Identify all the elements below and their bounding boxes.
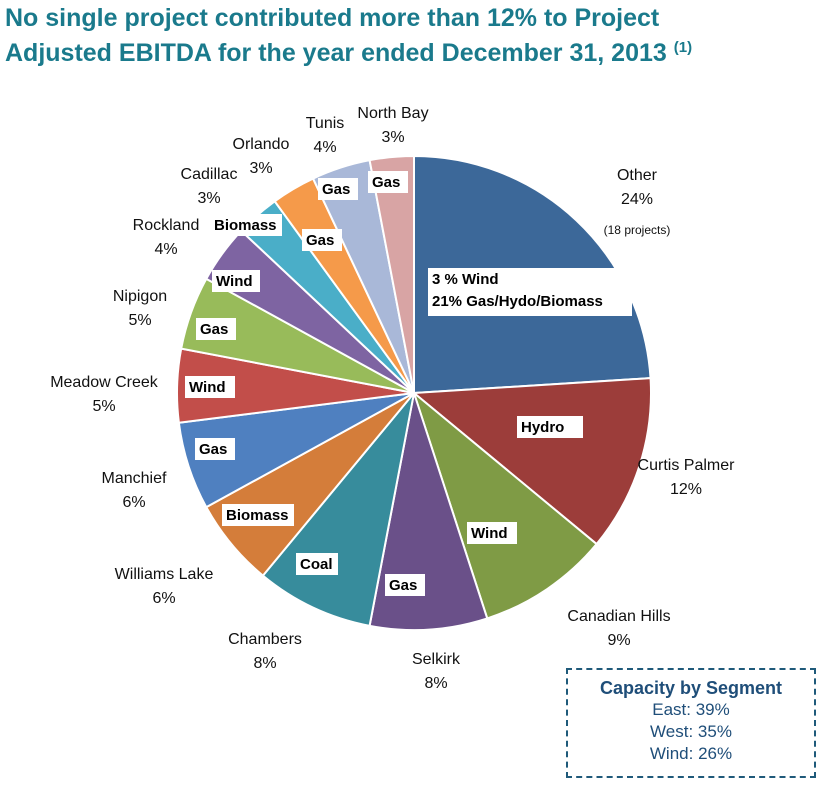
slice-tag-chambers: Coal <box>300 556 333 573</box>
chart-title-line-2: Adjusted EBITDA for the year ended Decem… <box>5 33 815 68</box>
title-footnote: (1) <box>673 39 693 56</box>
slice-label-other: Other <box>617 167 658 184</box>
chart-title-line-2-text: Adjusted EBITDA for the year ended Decem… <box>5 39 667 67</box>
pie-slice-selkirk <box>368 392 489 631</box>
slice-tag-box-orlando <box>302 229 342 251</box>
slice-percent-other: 24% <box>621 191 653 208</box>
capacity-item-east: East: 39% <box>652 700 730 719</box>
capacity-by-segment-box: Capacity by Segment East: 39% West: 35% … <box>566 668 816 778</box>
slice-tag-other-1: 3 % Wind <box>432 271 499 288</box>
chart-title-line-1: No single project contributed more than … <box>5 4 660 32</box>
slice-tag-other-2: 21% Gas/Hydo/Biomass <box>432 293 603 310</box>
slice-tag-box-rockland <box>212 270 260 292</box>
slice-percent-chambers: 8% <box>253 655 276 672</box>
slice-tag-box-tunis <box>318 178 358 200</box>
slice-labels: Other 24% (18 projects) Curtis Palmer 12% Can… <box>50 105 735 692</box>
slice-tag-box-chambers <box>296 553 338 575</box>
pie-slice-north-bay <box>368 154 415 394</box>
slice-tag-box-williams-lake <box>222 504 294 526</box>
slice-percent-curtis-palmer: 12% <box>670 481 702 498</box>
slice-tag-box-cadillac <box>210 214 282 236</box>
slice-tag-box-nipigon <box>196 318 236 340</box>
slice-percent-tunis: 4% <box>313 139 336 156</box>
slice-percent-orlando: 3% <box>249 160 272 177</box>
slice-label-manchief: Manchief <box>102 470 167 487</box>
pie-slice-canadian-hills <box>411 390 599 620</box>
slice-tag-meadow-creek: Wind <box>189 379 226 396</box>
slice-label-meadow-creek: Meadow Creek <box>50 374 159 391</box>
slice-percent-meadow-creek: 5% <box>92 398 115 415</box>
slice-tag-box-other <box>428 268 632 316</box>
slice-label-north-bay: North Bay <box>357 105 428 122</box>
slice-tag-curtis-palmer: Hydro <box>521 419 564 436</box>
slice-tag-box-north-bay <box>368 171 408 193</box>
slice-tag-manchief: Gas <box>199 441 227 458</box>
slice-tag-cadillac: Biomass <box>214 217 277 234</box>
slice-tag-box-manchief <box>195 438 235 460</box>
slice-tag-canadian-hills: Wind <box>471 525 508 542</box>
slice-percent-selkirk: 8% <box>424 675 447 692</box>
slice-percent-north-bay: 3% <box>381 129 404 146</box>
slice-label-orlando: Orlando <box>233 136 290 153</box>
slice-tag-north-bay: Gas <box>372 174 400 191</box>
slice-label-chambers: Chambers <box>228 631 302 648</box>
capacity-item-west: West: 35% <box>650 722 732 741</box>
capacity-item-wind: Wind: 26% <box>649 744 733 763</box>
slice-label-canadian-hills: Canadian Hills <box>567 608 670 625</box>
slice-tag-box-curtis-palmer <box>517 416 583 438</box>
chart-title: No single project contributed more than … <box>5 4 815 68</box>
capacity-box-title: Capacity by Segment <box>599 678 783 698</box>
slice-note-other: (18 projects) <box>604 223 671 237</box>
slice-label-curtis-palmer: Curtis Palmer <box>638 457 736 474</box>
slice-label-rockland: Rockland <box>133 217 200 234</box>
slice-tag-tunis: Gas <box>322 181 350 198</box>
slice-tag-orlando: Gas <box>306 232 334 249</box>
slice-percent-nipigon: 5% <box>128 312 151 329</box>
slice-percent-rockland: 4% <box>154 241 177 258</box>
slice-label-nipigon: Nipigon <box>113 288 167 305</box>
slice-tag-box-meadow-creek <box>185 376 235 398</box>
slice-label-williams-lake: Williams Lake <box>115 566 214 583</box>
slice-percent-cadillac: 3% <box>197 190 220 207</box>
slice-tag-box-selkirk <box>385 574 425 596</box>
slice-type-tags: 3 % Wind 21% Gas/Hydo/Biomass Hydro Wind Gas… <box>185 171 632 596</box>
pie-slice-curtis-palmer <box>411 377 652 546</box>
slice-tag-williams-lake: Biomass <box>226 507 289 524</box>
slice-tag-rockland: Wind <box>216 273 253 290</box>
slice-tag-box-canadian-hills <box>467 522 517 544</box>
slice-percent-williams-lake: 6% <box>152 590 175 607</box>
slice-tag-selkirk: Gas <box>389 577 417 594</box>
slice-tag-nipigon: Gas <box>200 321 228 338</box>
slice-label-tunis: Tunis <box>306 115 345 132</box>
slice-label-selkirk: Selkirk <box>412 651 461 668</box>
slice-percent-canadian-hills: 9% <box>607 632 630 649</box>
slice-label-cadillac: Cadillac <box>181 166 238 183</box>
slice-percent-manchief: 6% <box>122 494 145 511</box>
pie-slices <box>176 154 652 631</box>
